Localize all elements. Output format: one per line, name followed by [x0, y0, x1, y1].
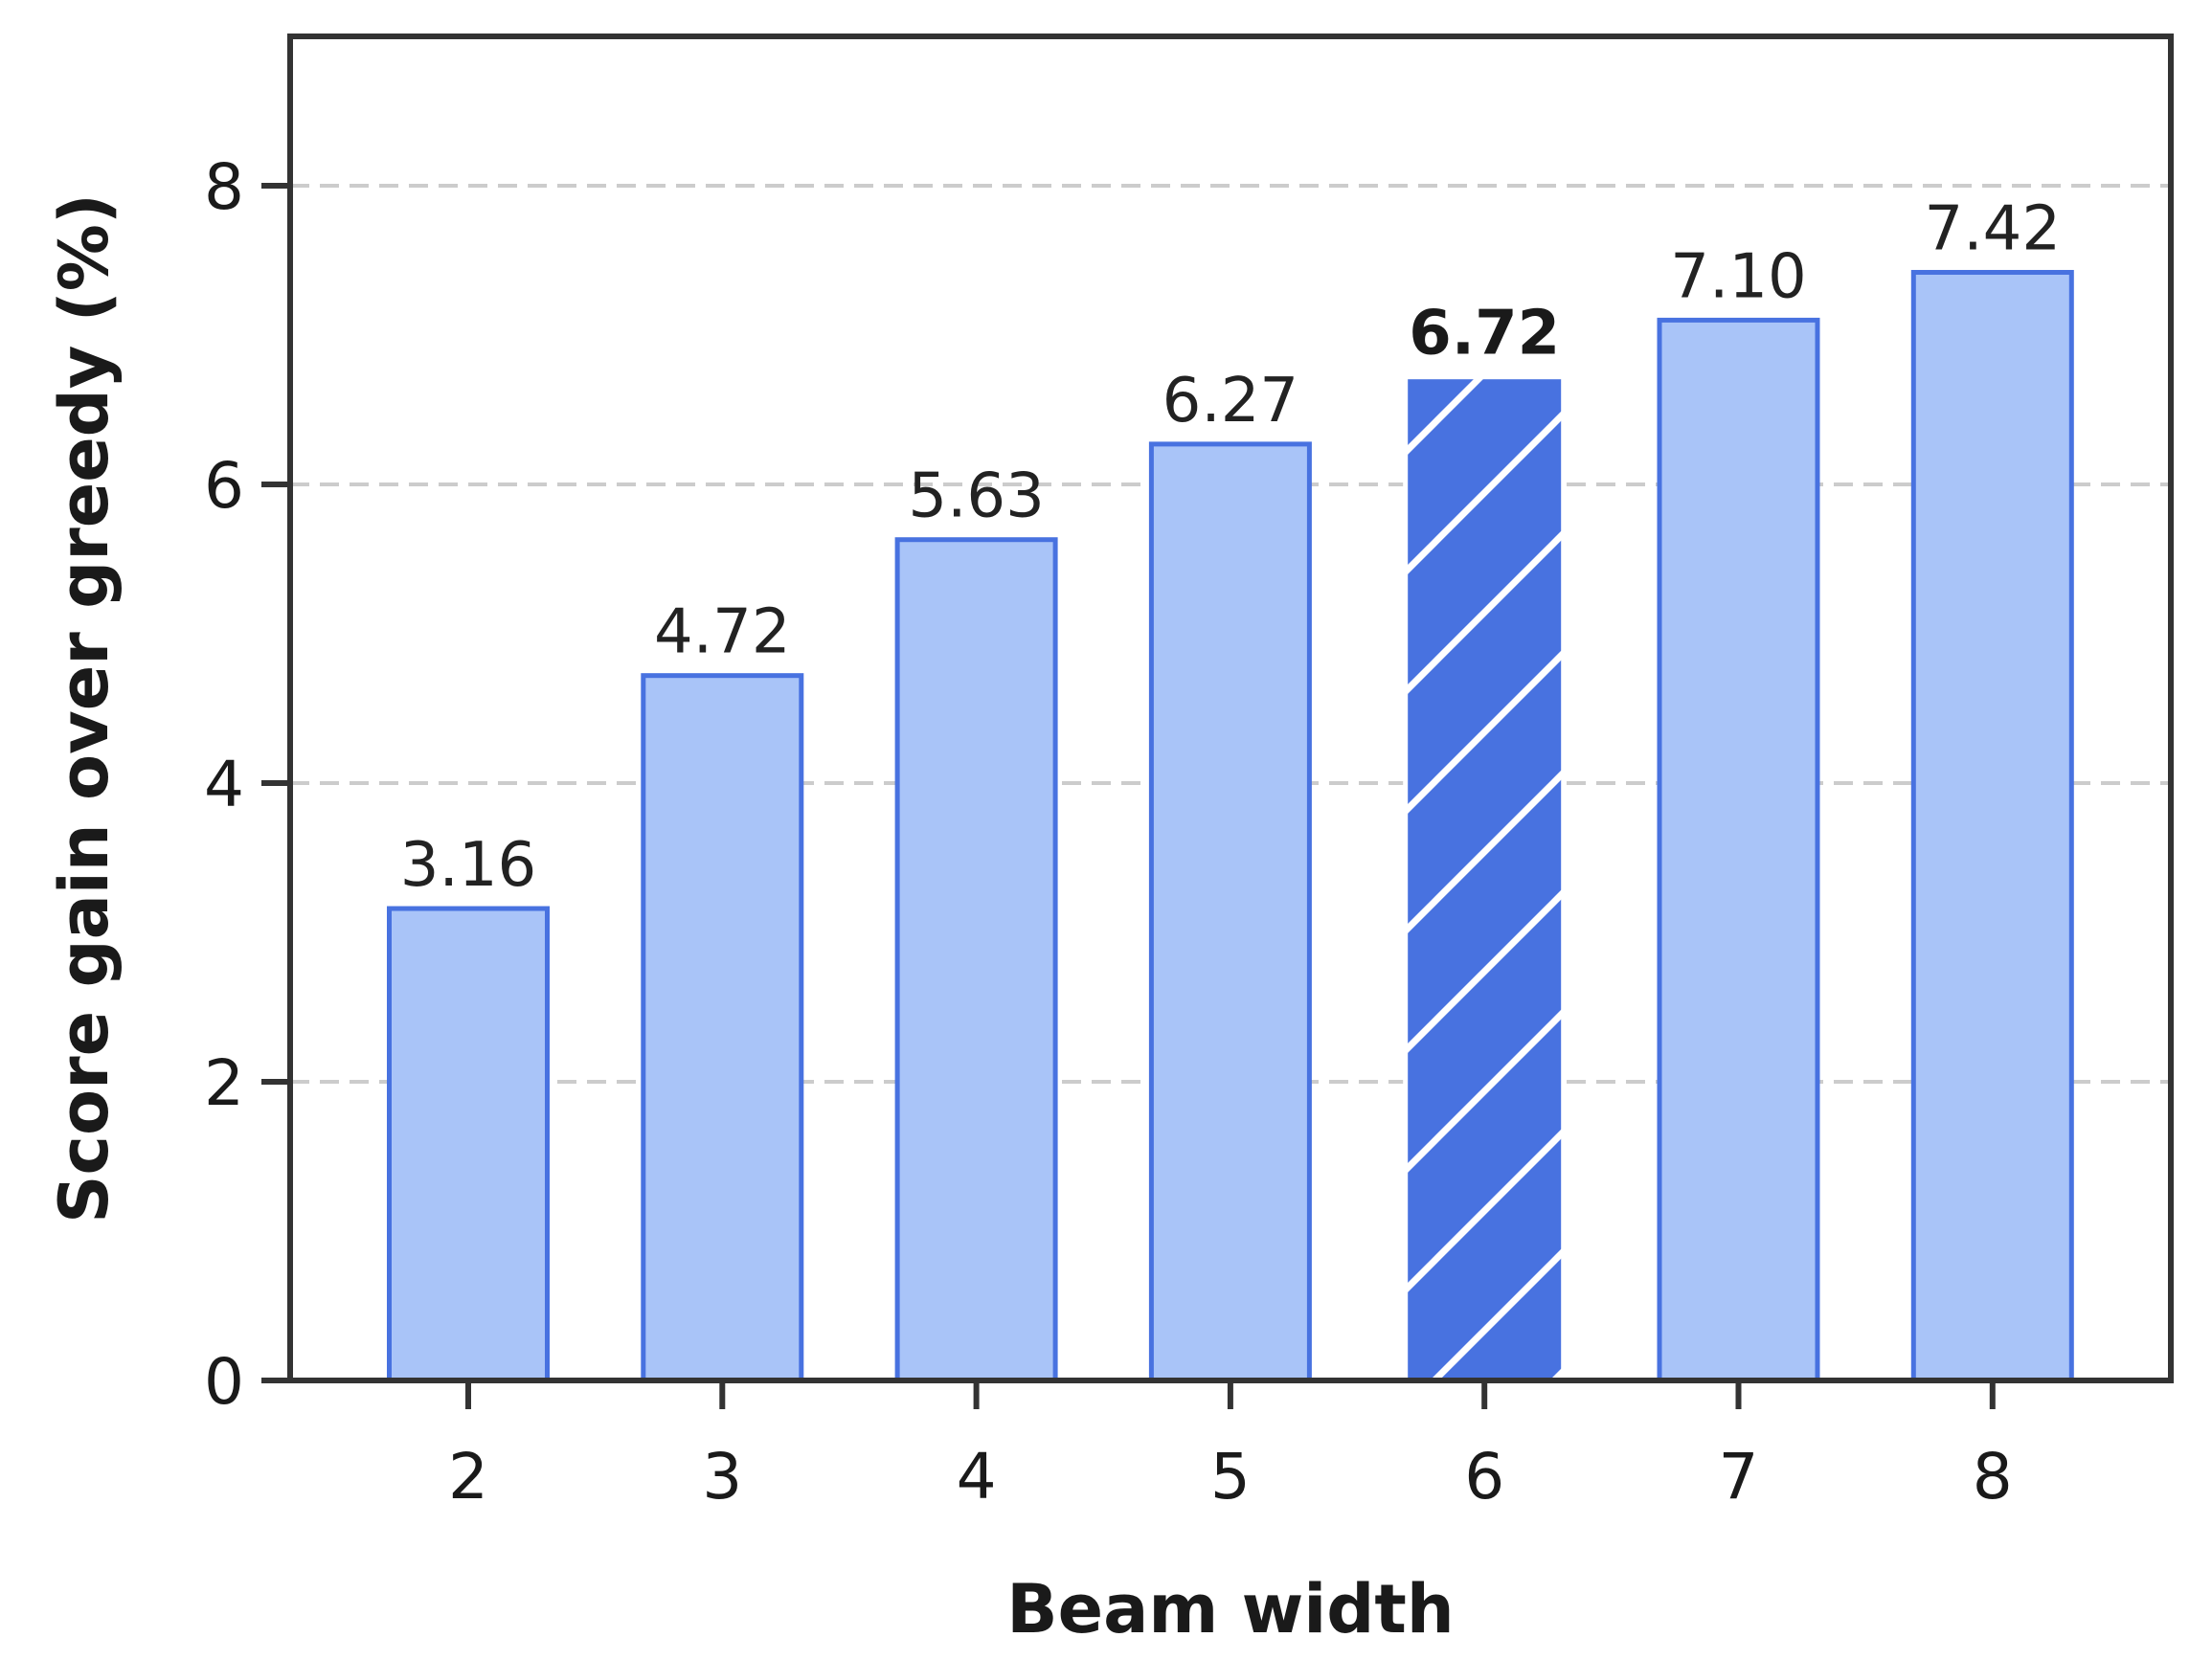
x-tick-label-2: 2 — [448, 1440, 488, 1514]
bar-3 — [641, 673, 804, 1383]
bar-value-label-6: 6.72 — [1409, 299, 1560, 370]
y-tick-label-6: 6 — [204, 449, 244, 523]
y-tick-label-4: 4 — [204, 748, 244, 821]
bar-4 — [894, 537, 1058, 1383]
x-tick-label-3: 3 — [702, 1440, 742, 1514]
x-tick-label-5: 5 — [1210, 1440, 1251, 1514]
bar-value-label-4: 5.63 — [908, 461, 1045, 532]
bar-5 — [1148, 441, 1312, 1383]
y-axis-title: Score gain over greedy (%) — [45, 193, 124, 1223]
y-tick-label-2: 2 — [204, 1046, 244, 1120]
bar-8 — [1910, 269, 2074, 1383]
bar-value-label-7: 7.10 — [1670, 241, 1807, 312]
bar-value-label-2: 3.16 — [400, 830, 537, 901]
bars — [387, 269, 2074, 1383]
bar-value-label-3: 4.72 — [654, 597, 791, 668]
x-tick-label-7: 7 — [1719, 1440, 1759, 1514]
x-tick-label-4: 4 — [957, 1440, 997, 1514]
x-axis: 2 3 4 5 6 7 8 — [448, 1380, 2013, 1514]
x-axis-title: Beam width — [1006, 1570, 1454, 1649]
y-tick-label-8: 8 — [204, 150, 244, 224]
bar-2 — [387, 906, 550, 1383]
bar-7 — [1657, 317, 1820, 1383]
bar-value-label-5: 6.27 — [1162, 366, 1299, 437]
bar-6-highlighted — [1403, 374, 1567, 1383]
x-tick-label-8: 8 — [1973, 1440, 2013, 1514]
bar-value-label-8: 7.42 — [1925, 193, 2062, 264]
x-tick-label-6: 6 — [1464, 1440, 1504, 1514]
y-tick-label-0: 0 — [204, 1345, 244, 1419]
y-axis: 0 2 4 6 8 — [204, 150, 290, 1419]
bar-value-labels: 3.16 4.72 5.63 6.27 6.72 7.10 7.42 — [400, 193, 2061, 901]
gridlines — [290, 184, 2171, 1084]
